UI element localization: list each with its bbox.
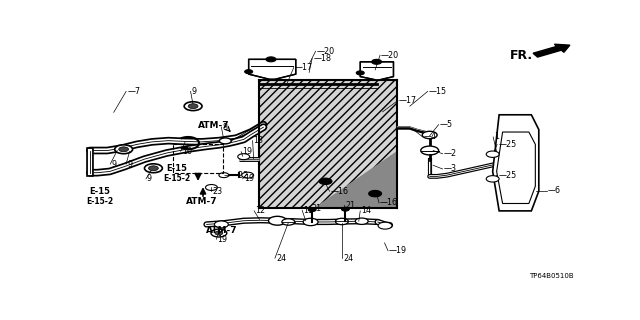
Text: E-15: E-15 xyxy=(166,164,188,173)
Circle shape xyxy=(356,71,364,75)
Polygon shape xyxy=(360,62,394,80)
Circle shape xyxy=(486,176,499,182)
Text: —2: —2 xyxy=(444,149,457,158)
Text: —20: —20 xyxy=(381,51,399,60)
Bar xyxy=(173,144,223,173)
Polygon shape xyxy=(249,59,296,79)
Text: 9: 9 xyxy=(111,160,116,169)
Text: —18: —18 xyxy=(313,54,331,63)
Polygon shape xyxy=(493,115,539,211)
Text: 21: 21 xyxy=(346,201,355,210)
Text: 21: 21 xyxy=(312,204,322,213)
Circle shape xyxy=(378,222,392,229)
Text: TP64B0510B: TP64B0510B xyxy=(529,273,573,279)
Text: 19: 19 xyxy=(244,174,254,183)
Polygon shape xyxy=(497,132,535,204)
Text: FR.: FR. xyxy=(509,49,533,62)
Circle shape xyxy=(214,221,228,228)
Circle shape xyxy=(219,173,229,178)
Text: E-15-2: E-15-2 xyxy=(86,197,113,206)
Text: —22: —22 xyxy=(230,172,248,180)
Circle shape xyxy=(486,151,499,157)
Circle shape xyxy=(242,172,253,178)
Text: —4: —4 xyxy=(424,132,436,141)
Text: —3: —3 xyxy=(444,164,456,173)
Text: ATM-7: ATM-7 xyxy=(186,196,218,205)
Circle shape xyxy=(237,154,250,160)
Circle shape xyxy=(303,218,318,226)
FancyArrow shape xyxy=(533,44,570,57)
Text: ATM-7: ATM-7 xyxy=(205,226,237,235)
Text: E-15: E-15 xyxy=(90,187,110,196)
Text: 12: 12 xyxy=(255,206,265,215)
Circle shape xyxy=(220,138,231,144)
Text: —16: —16 xyxy=(330,187,349,196)
Text: 13: 13 xyxy=(253,136,264,145)
Circle shape xyxy=(266,57,276,62)
Text: 11: 11 xyxy=(303,206,313,215)
Circle shape xyxy=(244,70,253,74)
Text: —25: —25 xyxy=(498,140,516,149)
Circle shape xyxy=(355,218,368,224)
Circle shape xyxy=(115,145,132,154)
Text: 9: 9 xyxy=(147,174,152,183)
Text: —7: —7 xyxy=(127,87,140,96)
Text: 1: 1 xyxy=(494,132,499,141)
Circle shape xyxy=(269,216,286,225)
Text: 24: 24 xyxy=(276,254,286,263)
Circle shape xyxy=(319,178,332,185)
Circle shape xyxy=(205,185,218,190)
Circle shape xyxy=(341,207,349,211)
Circle shape xyxy=(335,218,348,225)
Text: 9: 9 xyxy=(191,87,196,96)
Bar xyxy=(259,80,397,208)
Circle shape xyxy=(422,131,437,139)
Text: 8: 8 xyxy=(222,123,227,132)
Circle shape xyxy=(369,190,381,197)
Circle shape xyxy=(215,231,223,235)
Circle shape xyxy=(184,102,202,111)
Text: 19: 19 xyxy=(218,235,227,244)
Text: —17: —17 xyxy=(295,63,313,72)
Text: —5: —5 xyxy=(440,120,452,129)
Circle shape xyxy=(211,229,227,237)
Text: 24: 24 xyxy=(343,254,353,263)
Text: —20: —20 xyxy=(317,47,335,56)
Text: —15: —15 xyxy=(429,87,447,96)
Text: E-15-2: E-15-2 xyxy=(163,174,190,183)
Circle shape xyxy=(420,146,438,155)
Circle shape xyxy=(188,104,198,108)
Circle shape xyxy=(119,147,129,152)
Circle shape xyxy=(372,59,381,64)
Text: 10: 10 xyxy=(182,147,192,156)
Text: —19: —19 xyxy=(389,246,407,255)
Text: 9: 9 xyxy=(127,160,132,169)
Text: —17: —17 xyxy=(399,96,417,105)
Text: ATM-7: ATM-7 xyxy=(198,121,230,130)
Text: —16: —16 xyxy=(380,198,398,207)
Circle shape xyxy=(145,164,163,173)
Polygon shape xyxy=(314,151,397,208)
Text: 23: 23 xyxy=(212,187,223,196)
Text: 14: 14 xyxy=(361,206,371,215)
Circle shape xyxy=(148,166,158,171)
Circle shape xyxy=(308,208,316,212)
Text: —6: —6 xyxy=(548,186,561,195)
Circle shape xyxy=(282,219,295,225)
Text: 19: 19 xyxy=(242,147,252,156)
Text: —25: —25 xyxy=(498,171,516,180)
